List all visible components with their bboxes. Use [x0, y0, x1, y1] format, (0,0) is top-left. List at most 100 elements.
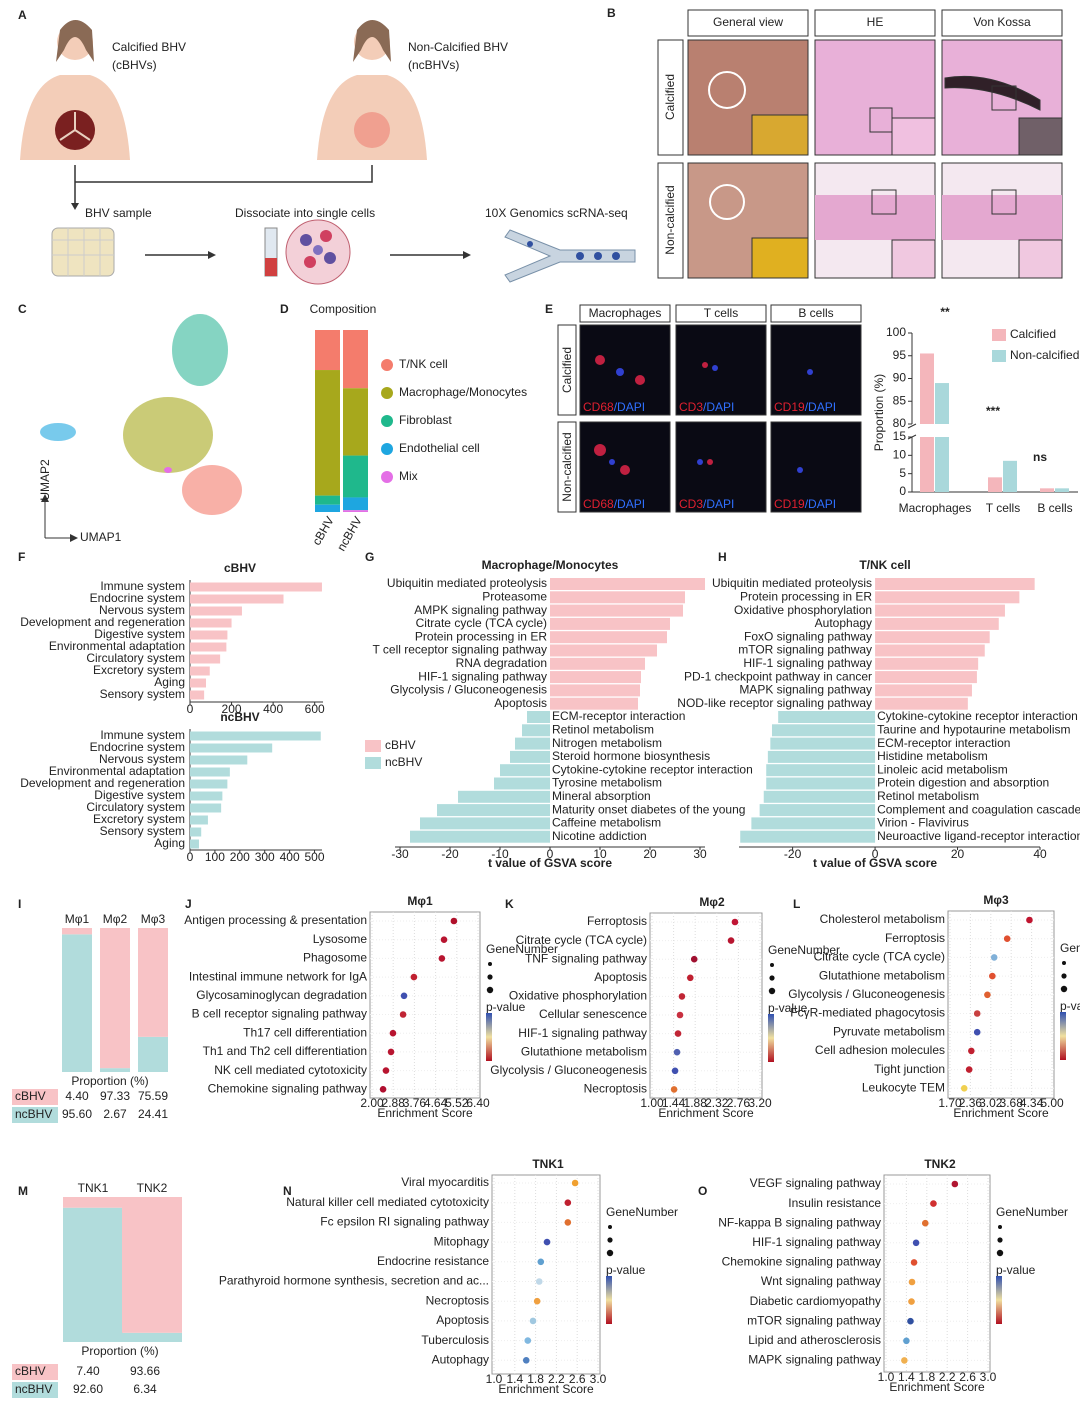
- legend-swatch: [381, 415, 393, 427]
- y-tick-label: Endocrine resistance: [377, 1254, 489, 1268]
- x-tick-label: 400: [263, 702, 283, 716]
- y-tick-label: Necroptosis: [426, 1293, 489, 1307]
- y-tick-label: Sensory system: [100, 824, 185, 838]
- x-tick-label: 4.34: [1020, 1096, 1044, 1110]
- y-tick-label: HIF-1 signaling pathway: [518, 1026, 647, 1040]
- bar: [988, 477, 1002, 492]
- counterstain: /DAPI: [703, 497, 734, 511]
- table-swatch: [12, 1364, 58, 1380]
- label: Non-Calcified BHV: [408, 40, 508, 54]
- bar: [190, 791, 223, 801]
- stain-label: CD19/DAPI: [774, 497, 836, 511]
- dot: [535, 1278, 543, 1285]
- x-tick-label: TNK2: [137, 1181, 168, 1195]
- panel-label: N: [283, 1184, 292, 1198]
- counterstain: /DAPI: [703, 400, 734, 414]
- y-tick-label: Ferroptosis: [885, 931, 945, 945]
- counterstain: /DAPI: [805, 400, 836, 414]
- dot: [990, 954, 998, 961]
- bar: [190, 839, 199, 849]
- legend-dot: [769, 975, 775, 981]
- table-label: cBHV: [15, 1364, 46, 1378]
- x-tick-label: -30: [391, 847, 409, 861]
- legend-label: T/NK cell: [399, 357, 448, 371]
- panel-label: H: [718, 550, 727, 564]
- x-tick-label: 3.76: [403, 1096, 427, 1110]
- bar: [190, 690, 205, 700]
- bar-label: ECM-receptor interaction: [877, 736, 1010, 750]
- dot: [387, 1048, 395, 1056]
- bar-segment: [63, 1207, 123, 1342]
- column-header: Macrophages: [589, 306, 662, 320]
- x-tick-label: 20: [951, 847, 965, 861]
- dot: [921, 1219, 929, 1227]
- x-tick-label: 2.76: [727, 1096, 751, 1110]
- legend-swatch: [381, 387, 393, 399]
- bar-segment: [100, 928, 130, 1069]
- legend-title: p-value: [996, 1263, 1036, 1277]
- x-tick-label: 1.4: [898, 1370, 915, 1384]
- bar-segment: [343, 455, 368, 498]
- y-tick-label: 90: [893, 371, 907, 385]
- bar-segment: [343, 497, 368, 511]
- panel-label: E: [545, 302, 553, 316]
- panel-label: B: [607, 6, 616, 20]
- bar: [510, 750, 550, 763]
- axis-label: Proportion (%): [71, 1074, 148, 1088]
- legend-gradient: [606, 1276, 612, 1324]
- y-tick-label: Th1 and Th2 cell differentiation: [203, 1044, 367, 1058]
- y-tick-label: Wnt signaling pathway: [761, 1274, 881, 1288]
- panel-label: M: [18, 1184, 28, 1198]
- bar-segment: [343, 388, 368, 456]
- bar-segment: [100, 1068, 130, 1072]
- legend-label: Macrophage/Monocytes: [399, 385, 527, 399]
- dot: [399, 1011, 407, 1018]
- y-tick-label: Tuberculosis: [421, 1333, 489, 1347]
- legend-title: GeneNumber: [1060, 941, 1080, 955]
- bar: [190, 618, 232, 628]
- y-tick-label: Antigen processing & presentation: [184, 913, 367, 927]
- y-tick-label: Natural killer cell mediated cytotoxicit…: [286, 1195, 489, 1209]
- dot: [968, 1047, 975, 1055]
- bar-segment: [315, 330, 340, 371]
- dot: [533, 1297, 541, 1305]
- bar: [875, 617, 999, 630]
- bar-segment: [122, 1197, 182, 1333]
- annotation: ns: [1033, 450, 1047, 464]
- y-tick-label: Citrate cycle (TCA cycle): [814, 950, 945, 964]
- x-tick-label: 2.00: [360, 1096, 384, 1110]
- dot: [543, 1238, 551, 1246]
- x-tick-label: -20: [441, 847, 459, 861]
- plot-frame: [649, 912, 763, 1099]
- x-tick-label: 3.02: [979, 1096, 1003, 1110]
- value-label: 95.60: [62, 1107, 92, 1121]
- plot-frame: [491, 1174, 601, 1375]
- table-label: ncBHV: [15, 1107, 52, 1121]
- bar: [550, 604, 683, 617]
- stain: CD3: [679, 400, 703, 414]
- legend-gradient: [768, 1014, 774, 1062]
- x-tick-label: 40: [1033, 847, 1047, 861]
- y-tick-label: Chemokine signaling pathway: [208, 1081, 367, 1095]
- x-tick-label: 200: [230, 850, 250, 864]
- dot: [389, 1029, 397, 1037]
- dot: [912, 1239, 920, 1247]
- panel-b-art: [657, 9, 1063, 279]
- plot-frame: [947, 910, 1055, 1099]
- x-tick-label: 5.00: [1040, 1096, 1064, 1110]
- bar: [875, 631, 990, 644]
- plot-frame: [369, 911, 481, 1099]
- bar-segment: [343, 510, 368, 512]
- y-tick-label: Nervous system: [99, 603, 185, 617]
- value-label: 7.40: [76, 1364, 100, 1378]
- bar: [1003, 460, 1017, 492]
- y-tick-label: Lysosome: [313, 932, 368, 946]
- bar-label: Mineral absorption: [552, 789, 651, 803]
- bar-label: Proteasome: [482, 589, 547, 603]
- legend-dot: [607, 1237, 613, 1243]
- bar: [190, 582, 322, 592]
- y-tick-label: Tight junction: [874, 1062, 945, 1076]
- legend-title: GeneNumber: [768, 943, 840, 957]
- legend-gradient: [486, 1013, 492, 1061]
